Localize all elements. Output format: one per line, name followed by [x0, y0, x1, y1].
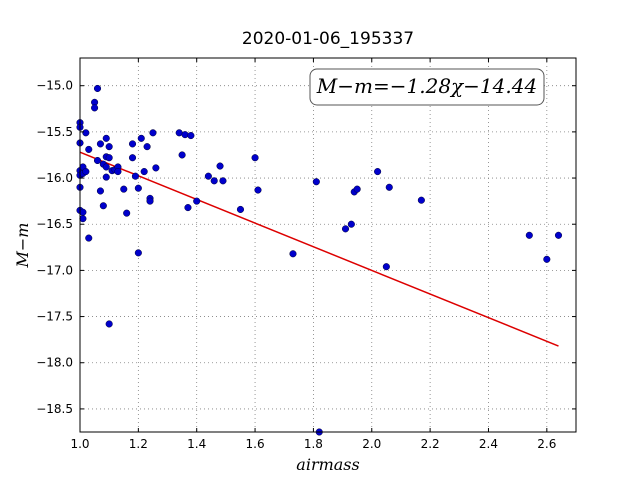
x-tick-label: 2.0: [362, 437, 381, 451]
data-point: [181, 131, 189, 139]
data-point: [93, 84, 102, 93]
data-point: [312, 178, 320, 186]
x-tick-label: 1.0: [70, 437, 89, 451]
data-point: [120, 185, 128, 193]
x-tick-label: 1.2: [129, 437, 148, 451]
y-tick-label: −15.0: [36, 79, 73, 93]
chart-title: 2020-01-06_195337: [242, 29, 414, 49]
data-point: [543, 255, 551, 263]
data-point: [254, 186, 262, 194]
y-axis-label: M−m: [13, 223, 32, 269]
data-point: [341, 225, 350, 233]
data-point: [193, 197, 201, 205]
x-tick-label: 1.4: [187, 437, 206, 451]
data-point: [96, 187, 104, 195]
data-point: [85, 145, 93, 153]
y-tick-label: −15.5: [36, 125, 73, 139]
y-tick-label: −18.0: [36, 356, 73, 370]
data-point: [236, 205, 245, 213]
data-point: [175, 129, 183, 137]
equation-box: [309, 68, 545, 106]
data-point: [216, 162, 224, 170]
equation-annotation: M−m=−1.28χ−14.44: [309, 68, 545, 106]
data-point: [149, 129, 157, 137]
data-point: [105, 154, 113, 162]
data-point: [251, 154, 259, 162]
data-point: [289, 250, 297, 258]
y-tick-label: −16.5: [36, 217, 73, 231]
data-point: [178, 151, 186, 159]
data-point: [79, 208, 87, 216]
data-point: [210, 177, 218, 185]
data-point: [204, 172, 212, 180]
data-point: [137, 134, 145, 142]
data-point: [85, 234, 93, 242]
data-point: [114, 168, 122, 176]
data-point: [105, 320, 113, 328]
data-point: [102, 163, 110, 171]
x-tick-label: 2.6: [537, 437, 556, 451]
data-point: [134, 249, 142, 257]
fit-line-group: [79, 151, 559, 347]
data-point: [105, 143, 113, 151]
data-point: [99, 202, 107, 210]
plot-area: 1.0 1.2 1.4 1.6 1.8 2.0 2.2 2.4 2.6 −15.0 −15.5 −16…: [36, 57, 577, 451]
data-point: [554, 231, 563, 239]
x-tick-label: 2.4: [479, 437, 498, 451]
data-point: [374, 168, 382, 176]
data-point: [93, 156, 102, 165]
x-tick-label: 1.8: [304, 437, 323, 451]
axis-ticks: 1.0 1.2 1.4 1.6 1.8 2.0 2.2 2.4 2.6 −15.0 −15.5 −16…: [36, 58, 576, 451]
data-point: [134, 184, 142, 192]
data-point: [347, 220, 355, 228]
data-point: [382, 263, 390, 271]
data-point: [140, 168, 148, 176]
fit-line: [79, 151, 559, 347]
y-tick-label: −17.5: [36, 310, 73, 324]
data-point: [123, 209, 131, 217]
data-point: [102, 134, 110, 142]
data-point: [128, 140, 137, 148]
data-point: [82, 129, 90, 137]
x-tick-label: 2.2: [421, 437, 440, 451]
data-point: [184, 204, 192, 212]
data-point: [102, 173, 110, 181]
y-tick-label: −16.0: [36, 171, 73, 185]
data-point: [96, 140, 104, 148]
data-point: [82, 168, 90, 176]
data-point: [146, 197, 154, 205]
data-point: [219, 177, 227, 185]
data-point: [525, 231, 533, 239]
data-point: [385, 183, 393, 191]
data-point: [152, 164, 160, 172]
y-tick-label: −18.5: [36, 402, 73, 416]
equation-text: M−m=−1.28χ−14.44: [316, 74, 537, 98]
x-tick-label: 1.6: [246, 437, 265, 451]
data-point: [353, 185, 361, 193]
data-point: [131, 172, 139, 180]
plot-background: [80, 58, 576, 432]
x-axis-label: airmass: [296, 455, 359, 474]
data-point: [91, 104, 99, 112]
data-points: [76, 84, 563, 436]
data-point: [128, 154, 137, 162]
data-point: [143, 143, 151, 151]
data-point: [417, 196, 425, 204]
data-point: [79, 215, 87, 223]
data-point: [187, 132, 195, 140]
plot-frame: [79, 57, 577, 433]
y-tick-label: −17.0: [36, 263, 73, 277]
